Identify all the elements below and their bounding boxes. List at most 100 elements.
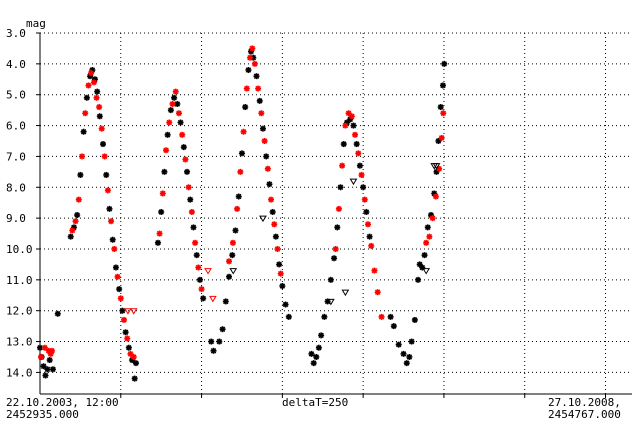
data-point xyxy=(232,227,239,234)
data-point xyxy=(42,372,49,379)
y-tick-label: 4.0 xyxy=(6,58,26,71)
data-point xyxy=(358,171,365,178)
data-point xyxy=(408,338,415,345)
data-point-triangle xyxy=(341,289,350,297)
data-point-triangle xyxy=(129,308,138,315)
data-point-triangle xyxy=(208,295,217,303)
x-center-label: deltaT=250 xyxy=(282,396,348,409)
data-point xyxy=(356,162,363,169)
data-point xyxy=(235,193,242,200)
data-point xyxy=(368,242,375,249)
data-points xyxy=(37,45,448,382)
y-tick-label: 10.0 xyxy=(6,243,33,256)
data-point xyxy=(321,313,328,320)
data-point-triangle xyxy=(326,298,335,306)
data-point xyxy=(264,165,271,172)
data-point xyxy=(49,366,56,373)
y-tick-label: 12.0 xyxy=(6,305,33,318)
data-point xyxy=(48,347,55,354)
data-point xyxy=(331,255,338,262)
data-point xyxy=(80,128,87,135)
data-point xyxy=(240,128,247,135)
y-tick-label: 5.0 xyxy=(6,89,26,102)
data-point xyxy=(111,245,118,252)
data-point xyxy=(371,267,378,274)
data-point xyxy=(94,88,101,95)
data-point xyxy=(432,193,439,200)
data-point xyxy=(419,264,426,271)
data-point xyxy=(352,131,359,138)
y-tick-label: 3.0 xyxy=(6,27,26,40)
data-point xyxy=(366,233,373,240)
data-point xyxy=(172,88,179,95)
data-point-triangle xyxy=(432,163,441,170)
y-tick-label: 9.0 xyxy=(6,212,26,225)
data-point xyxy=(85,82,92,89)
data-point xyxy=(238,150,245,157)
data-point xyxy=(395,341,402,348)
data-point xyxy=(106,205,113,212)
data-point xyxy=(77,171,84,178)
data-point xyxy=(198,286,205,293)
data-point xyxy=(308,350,315,357)
data-point xyxy=(216,338,223,345)
data-point xyxy=(243,85,250,92)
data-point xyxy=(46,357,53,364)
data-point xyxy=(274,245,281,252)
data-point xyxy=(79,153,86,160)
data-point xyxy=(219,326,226,333)
data-point xyxy=(256,97,263,104)
data-point xyxy=(355,150,362,157)
data-point xyxy=(332,245,339,252)
data-point xyxy=(177,119,184,126)
data-point xyxy=(403,360,410,367)
data-point xyxy=(121,316,128,323)
data-point xyxy=(196,276,203,283)
data-point-triangle xyxy=(422,268,431,275)
data-point xyxy=(82,110,89,117)
data-point xyxy=(103,171,110,178)
data-point xyxy=(208,338,215,345)
data-point xyxy=(426,233,433,240)
y-tick-label: 13.0 xyxy=(6,336,33,349)
data-point xyxy=(348,113,355,120)
data-point xyxy=(93,94,100,101)
data-point xyxy=(439,82,446,89)
data-point xyxy=(441,60,448,67)
data-point-triangle xyxy=(349,178,358,186)
x-start-jd-label: 2452935.000 xyxy=(6,408,79,421)
data-point xyxy=(251,60,258,67)
data-point xyxy=(421,252,428,259)
data-point xyxy=(263,153,270,160)
data-point xyxy=(339,162,346,169)
data-point xyxy=(37,353,44,360)
data-point xyxy=(104,187,111,194)
data-point xyxy=(277,270,284,277)
data-point xyxy=(69,227,76,234)
y-tick-label: 8.0 xyxy=(6,181,26,194)
data-point xyxy=(98,125,105,132)
data-point xyxy=(44,366,51,373)
data-point xyxy=(182,156,189,163)
data-point xyxy=(54,310,61,317)
data-point xyxy=(353,141,360,148)
data-point xyxy=(100,141,107,148)
x-end-date-label: 27.10.2008, xyxy=(548,396,621,409)
data-point xyxy=(378,313,385,320)
data-point xyxy=(180,144,187,151)
data-point xyxy=(125,344,132,351)
axes xyxy=(36,32,632,398)
data-point xyxy=(200,295,207,302)
data-point xyxy=(313,353,320,360)
data-point xyxy=(440,110,447,117)
data-point xyxy=(253,73,260,80)
data-point xyxy=(423,239,430,246)
data-point xyxy=(387,313,394,320)
data-point xyxy=(159,190,166,197)
data-point xyxy=(400,350,407,357)
data-point xyxy=(72,218,79,225)
data-point xyxy=(119,307,126,314)
data-point xyxy=(166,119,173,126)
data-point xyxy=(226,273,233,280)
data-point xyxy=(276,261,283,268)
